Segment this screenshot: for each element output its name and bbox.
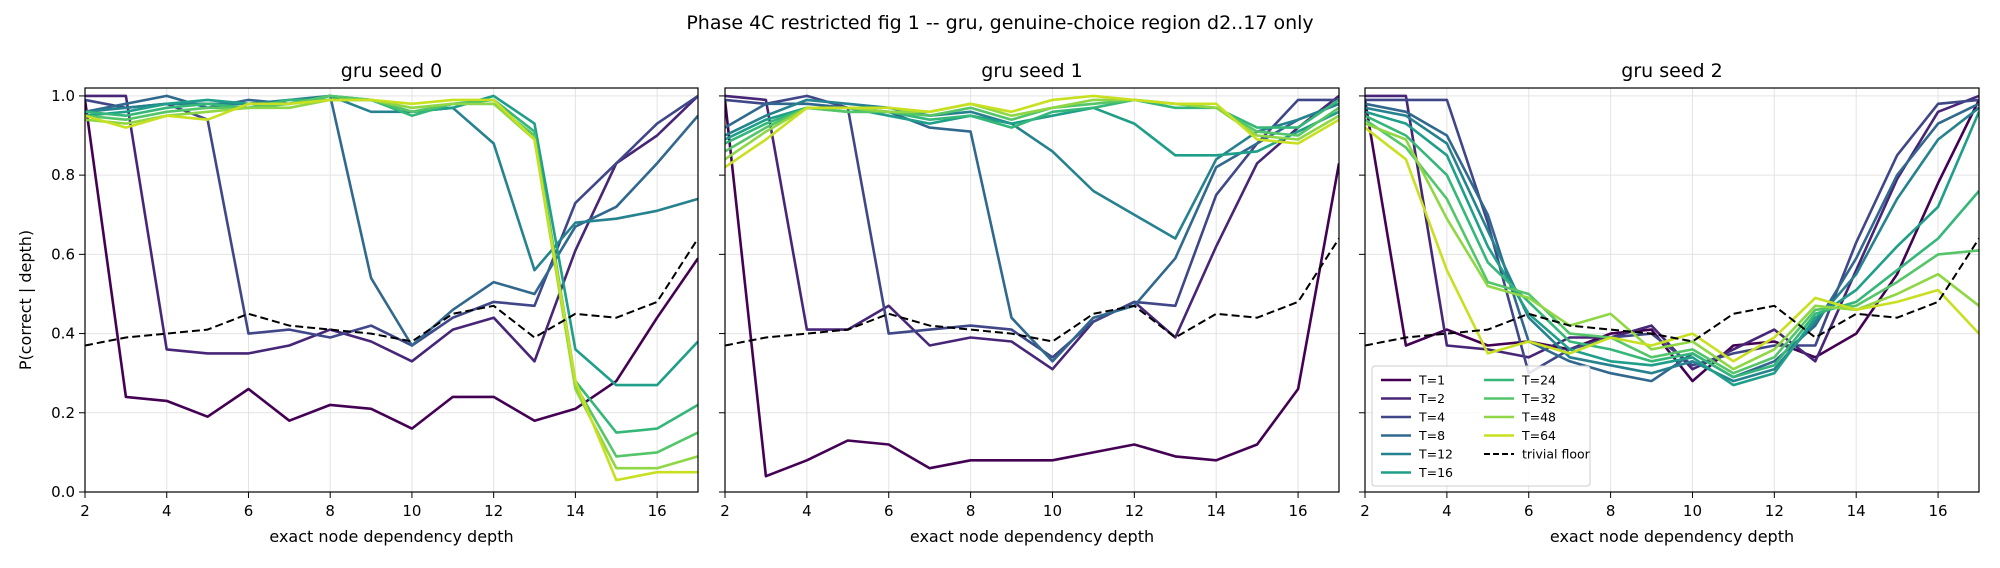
x-tick-label: 10 [1043,502,1062,520]
panel-title: gru seed 2 [1621,60,1722,82]
x-axis-label: exact node dependency depth [910,527,1154,546]
x-tick-label: 8 [1606,502,1616,520]
series-line-t64 [85,98,698,482]
panel-seed-2: 2 4 6 8 10 12 14 16 gru seed 2 exact node depende… [1359,60,1980,546]
axes-frame [724,87,1340,493]
series-line-t4 [725,94,1339,359]
figure-title: Phase 4C restricted fig 1 -- gru, genuin… [686,12,1313,34]
legend-label: T=2 [1418,391,1445,406]
series-line-t24 [1365,114,1979,379]
x-tick-label: 16 [1289,502,1308,520]
series-line-t1 [1365,99,1979,383]
series-line-t1 [85,99,698,430]
panel-seed-1: 2 4 6 8 10 12 14 16 gru seed 1 exact node depende… [719,60,1340,546]
x-tick-label: 16 [648,502,667,520]
axes-frame [1364,87,1980,493]
panel-title: gru seed 0 [341,60,442,82]
series-line-t12 [725,98,1339,240]
x-tick-label: 4 [1442,502,1452,520]
legend: T=1 T=2 T=4 T=8 T=12 T=16 T=24 T=32 T=48 T=64 triv… [1371,365,1591,487]
y-tick-label: 1.0 [51,87,75,105]
x-tick-label: 14 [1847,502,1866,520]
series-line-t2 [85,94,698,363]
x-tick-label: 2 [1360,502,1370,520]
x-tick-label: 2 [720,502,730,520]
series-line-t2 [725,94,1339,371]
x-tick-label: 16 [1929,502,1948,520]
legend-label: T=24 [1521,373,1556,388]
series-line-t24 [85,98,698,434]
y-tick-label: 0.4 [51,325,75,343]
series-line-t32 [725,98,1339,153]
x-tick-label: 8 [966,502,976,520]
y-tick-label: 0.0 [51,483,75,501]
x-tick-label: 6 [884,502,894,520]
legend-label: T=32 [1521,391,1556,406]
panel-title: gru seed 1 [981,60,1082,82]
legend-label: trivial floor [1522,447,1591,462]
x-tick-label: 12 [1765,502,1784,520]
x-tick-label: 6 [1524,502,1534,520]
series-line-t16 [85,94,698,387]
panel-seed-0: 2 4 6 8 10 12 14 16 0.0 0.2 0.4 0.6 0.8 1.0 gru seed 0… [51,60,699,546]
x-tick-label: 12 [1125,502,1144,520]
legend-label: T=48 [1521,410,1556,425]
series-line-t12 [85,94,698,272]
series-line-t64 [1365,126,1979,363]
series-line-t1 [725,99,1339,478]
axes-frame [84,87,699,493]
x-tick-label: 4 [802,502,812,520]
series-line-t8 [725,102,1339,363]
x-tick-label: 10 [402,502,421,520]
legend-label: T=1 [1418,373,1445,388]
series-line-t2 [1365,94,1979,371]
x-tick-label: 14 [566,502,585,520]
legend-label: T=64 [1521,428,1556,443]
series-line-t16 [1365,110,1979,387]
legend-label: T=8 [1418,428,1445,443]
series-line-trivial-floor [85,237,698,347]
x-axis-label: exact node dependency depth [1550,527,1794,546]
y-tick-label: 0.6 [51,245,75,263]
y-tick-label: 0.8 [51,166,75,184]
x-axis-label: exact node dependency depth [269,527,513,546]
series-line-t32 [1365,118,1979,375]
series-line-trivial-floor [1365,237,1979,347]
y-tick-label: 0.2 [51,404,75,422]
series-line-trivial-floor [725,237,1339,347]
series-line-t48 [1365,122,1979,371]
x-tick-label: 12 [484,502,503,520]
x-tick-label: 8 [325,502,335,520]
series-line-t12 [1365,106,1979,383]
legend-label: T=16 [1418,465,1453,480]
legend-label: T=4 [1418,410,1445,425]
series-line-t4 [85,94,698,347]
series-line-t64 [725,94,1339,169]
x-tick-label: 6 [244,502,254,520]
x-tick-label: 4 [162,502,172,520]
y-axis-label: P(correct | depth) [16,230,35,370]
x-tick-label: 10 [1683,502,1702,520]
legend-label: T=12 [1418,447,1453,462]
series-line-t32 [85,94,698,458]
x-tick-label: 2 [80,502,90,520]
series-line-t4 [1365,98,1979,375]
x-tick-label: 14 [1207,502,1226,520]
